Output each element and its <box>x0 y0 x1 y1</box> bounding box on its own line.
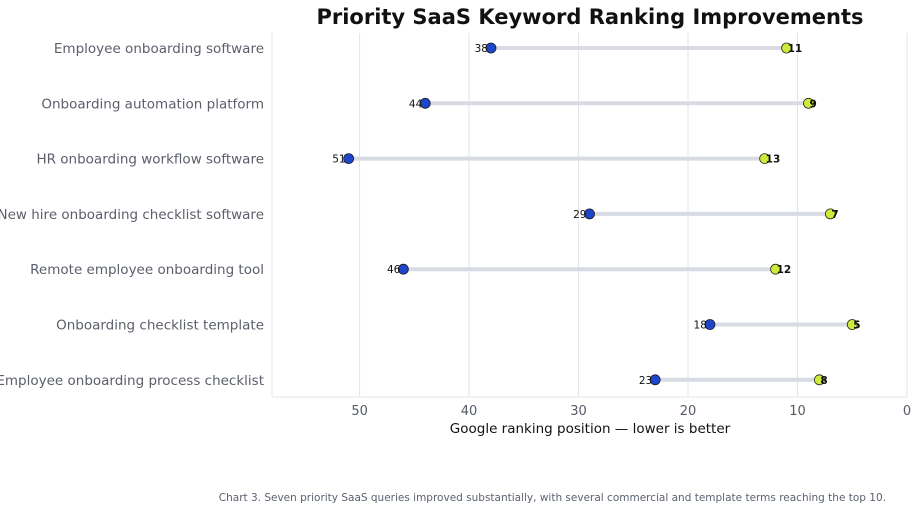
category-label: Onboarding checklist template <box>56 318 264 334</box>
after-value-label: 8 <box>820 375 827 387</box>
before-point <box>397 263 409 275</box>
connector-lines <box>346 46 855 382</box>
before-point <box>704 319 716 330</box>
chart-caption: Chart 3. Seven priority SaaS queries imp… <box>218 492 886 504</box>
before-value-label: 44 <box>409 98 423 110</box>
after-value-label: 12 <box>777 264 792 276</box>
after-value-label: 9 <box>809 98 816 110</box>
category-label: Employee onboarding software <box>54 41 264 57</box>
x-tick-label: 0 <box>903 404 911 419</box>
before-value-label: 23 <box>639 375 652 387</box>
after-point <box>759 153 771 165</box>
category-label: Remote employee onboarding tool <box>30 262 264 278</box>
category-labels: Employee onboarding software Onboarding a… <box>0 41 264 389</box>
after-value-label: 5 <box>853 320 860 332</box>
after-value-label: 11 <box>788 43 803 55</box>
after-point <box>824 208 836 220</box>
before-value-label: 29 <box>573 209 586 221</box>
category-label: New hire onboarding checklist software <box>0 207 264 223</box>
x-tick-label: 40 <box>461 404 478 419</box>
before-value-label: 46 <box>387 264 401 276</box>
value-labels: 38 11 44 9 51 13 29 7 46 12 18 5 23 8 <box>332 43 860 387</box>
plot-frame <box>271 33 907 398</box>
before-point <box>485 42 497 54</box>
before-point <box>649 374 661 386</box>
x-tick-labels: 50 40 30 20 10 0 <box>351 404 911 419</box>
after-point <box>770 263 782 275</box>
before-point <box>584 208 595 220</box>
x-tick-label: 10 <box>789 404 806 419</box>
before-point <box>419 97 431 109</box>
x-tick-label: 30 <box>570 404 587 419</box>
x-tick-label: 50 <box>351 404 368 419</box>
category-label: Onboarding automation platform <box>41 96 264 112</box>
before-value-label: 38 <box>475 43 488 55</box>
before-value-label: 51 <box>332 154 345 166</box>
after-value-label: 13 <box>766 154 781 166</box>
after-value-label: 7 <box>831 209 838 221</box>
chart-title: Priority SaaS Keyword Ranking Improvemen… <box>316 5 863 29</box>
x-tick-label: 20 <box>680 404 697 419</box>
before-point <box>343 153 355 165</box>
data-points <box>343 42 858 386</box>
after-point <box>803 97 814 109</box>
after-point <box>846 319 858 330</box>
after-point <box>781 42 792 54</box>
x-axis-label: Google ranking position — lower is bette… <box>450 421 731 437</box>
category-label: HR onboarding workflow software <box>36 152 264 168</box>
after-point <box>814 374 825 386</box>
before-value-label: 18 <box>694 320 707 332</box>
category-label: Employee onboarding process checklist <box>0 373 264 389</box>
